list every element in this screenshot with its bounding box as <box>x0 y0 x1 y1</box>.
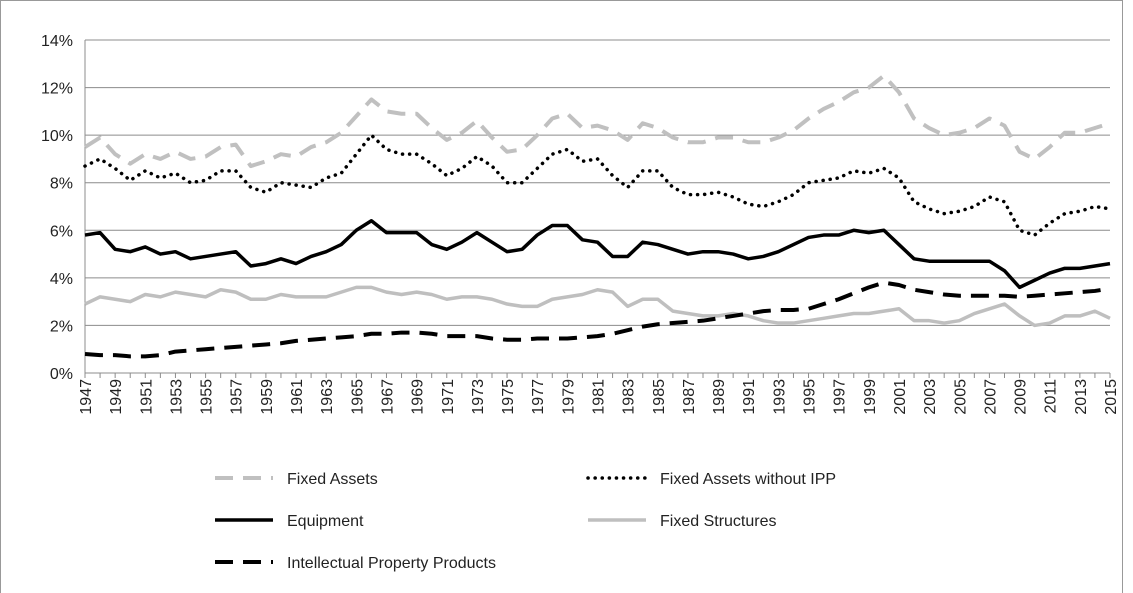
x-tick-label: 1975 <box>500 379 517 415</box>
y-tick-label: 10% <box>41 128 73 145</box>
x-tick-label: 1997 <box>832 379 849 415</box>
x-tick-label: 2009 <box>1013 379 1030 415</box>
y-tick-label: 2% <box>50 318 73 335</box>
x-tick-label: 1959 <box>259 379 276 415</box>
x-tick-label: 1953 <box>168 379 185 415</box>
x-tick-label: 2005 <box>952 379 969 415</box>
x-tick-label: 2013 <box>1073 379 1090 415</box>
y-tick-label: 0% <box>50 366 73 383</box>
x-tick-label: 1971 <box>440 379 457 415</box>
series-line <box>83 133 1112 237</box>
y-tick-label: 4% <box>50 271 73 288</box>
x-tick-label: 2003 <box>922 379 939 415</box>
x-tick-label: 1965 <box>349 379 366 415</box>
y-tick-label: 6% <box>50 223 73 240</box>
x-tick-label: 1973 <box>470 379 487 415</box>
legend-label: Equipment <box>287 513 364 530</box>
x-tick-label: 1985 <box>651 379 668 415</box>
series-line <box>84 219 1111 290</box>
series-line <box>83 73 1111 169</box>
x-tick-label: 1995 <box>802 379 819 415</box>
x-tick-label: 1951 <box>138 379 155 415</box>
x-tick-label: 1967 <box>379 379 396 415</box>
series-line <box>84 280 1111 359</box>
x-tick-label: 1955 <box>199 379 216 415</box>
legend-label: Intellectual Property Products <box>287 555 496 572</box>
x-tick-label: 2007 <box>982 379 999 415</box>
series-line <box>84 285 1111 328</box>
y-tick-label: 12% <box>41 81 73 98</box>
x-tick-label: 1991 <box>741 379 758 415</box>
x-tick-label: 1977 <box>530 379 547 415</box>
x-tick-label: 1949 <box>108 379 125 415</box>
legend-label: Fixed Structures <box>660 513 776 530</box>
x-tick-label: 1999 <box>862 379 879 415</box>
x-tick-label: 1987 <box>681 379 698 415</box>
x-tick-label: 1947 <box>78 379 95 415</box>
x-tick-label: 1989 <box>711 379 728 415</box>
y-tick-label: 8% <box>50 176 73 193</box>
legend-label: Fixed Assets without IPP <box>660 471 836 488</box>
x-tick-label: 1983 <box>621 379 638 415</box>
x-tick-label: 1969 <box>410 379 427 415</box>
x-tick-label: 1993 <box>771 379 788 415</box>
x-tick-label: 1957 <box>229 379 246 415</box>
x-tick-label: 1981 <box>591 379 608 415</box>
x-tick-label: 2011 <box>1043 379 1060 414</box>
x-tick-label: 1961 <box>289 379 306 415</box>
x-tick-label: 2015 <box>1103 379 1120 415</box>
x-tick-label: 1979 <box>560 379 577 415</box>
x-tick-label: 2001 <box>892 379 909 415</box>
legend-label: Fixed Assets <box>287 471 378 488</box>
x-tick-label: 1963 <box>319 379 336 415</box>
y-tick-label: 14% <box>41 33 73 50</box>
